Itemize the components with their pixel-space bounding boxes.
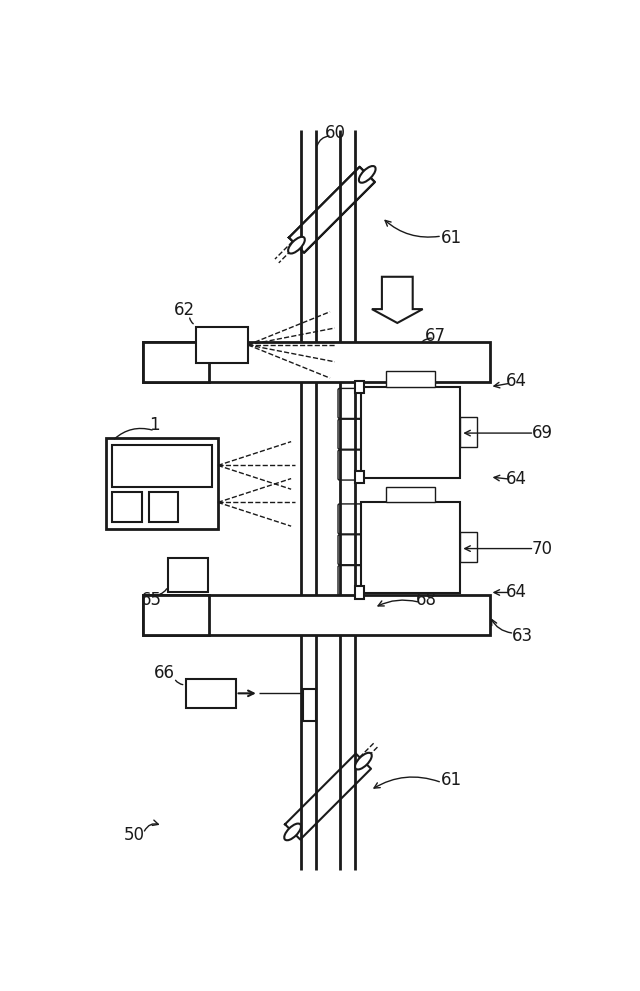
Polygon shape: [285, 753, 371, 839]
Text: 1: 1: [149, 416, 160, 434]
Text: 63: 63: [512, 627, 533, 645]
FancyBboxPatch shape: [338, 566, 361, 596]
Text: 65: 65: [140, 592, 161, 609]
Bar: [143, 342, 209, 383]
Bar: [148, 493, 178, 521]
Text: 66: 66: [154, 664, 175, 683]
Bar: [361, 502, 460, 594]
Ellipse shape: [355, 753, 372, 769]
FancyBboxPatch shape: [338, 503, 361, 534]
Text: 68: 68: [416, 592, 437, 609]
Bar: [386, 487, 435, 502]
Text: 61: 61: [440, 771, 462, 789]
Polygon shape: [289, 166, 375, 253]
FancyBboxPatch shape: [338, 419, 361, 449]
FancyBboxPatch shape: [338, 535, 361, 565]
Bar: [196, 327, 248, 363]
Bar: [113, 493, 141, 521]
Text: 50: 50: [124, 826, 145, 844]
Bar: [460, 417, 477, 447]
Ellipse shape: [284, 824, 301, 840]
Ellipse shape: [288, 237, 305, 254]
Text: 61: 61: [440, 229, 462, 248]
Bar: [106, 438, 218, 529]
Text: 70: 70: [532, 539, 552, 558]
Bar: [386, 372, 435, 386]
Bar: [168, 558, 208, 593]
Text: 64: 64: [506, 372, 527, 389]
FancyBboxPatch shape: [338, 388, 361, 418]
FancyBboxPatch shape: [338, 450, 361, 480]
Bar: [355, 471, 364, 484]
Text: 67: 67: [426, 327, 446, 345]
Polygon shape: [372, 276, 422, 323]
Bar: [355, 381, 364, 393]
Bar: [303, 689, 316, 721]
Bar: [143, 595, 490, 635]
Bar: [143, 595, 209, 635]
Bar: [143, 342, 490, 383]
Text: 62: 62: [173, 301, 195, 319]
Text: 64: 64: [506, 471, 527, 489]
Text: 64: 64: [506, 584, 527, 602]
Text: 69: 69: [532, 424, 552, 442]
Bar: [361, 386, 460, 478]
Bar: [113, 445, 212, 487]
Bar: [186, 679, 236, 708]
Ellipse shape: [359, 166, 376, 182]
Text: 60: 60: [325, 124, 346, 142]
Bar: [355, 587, 364, 599]
Bar: [460, 532, 477, 563]
